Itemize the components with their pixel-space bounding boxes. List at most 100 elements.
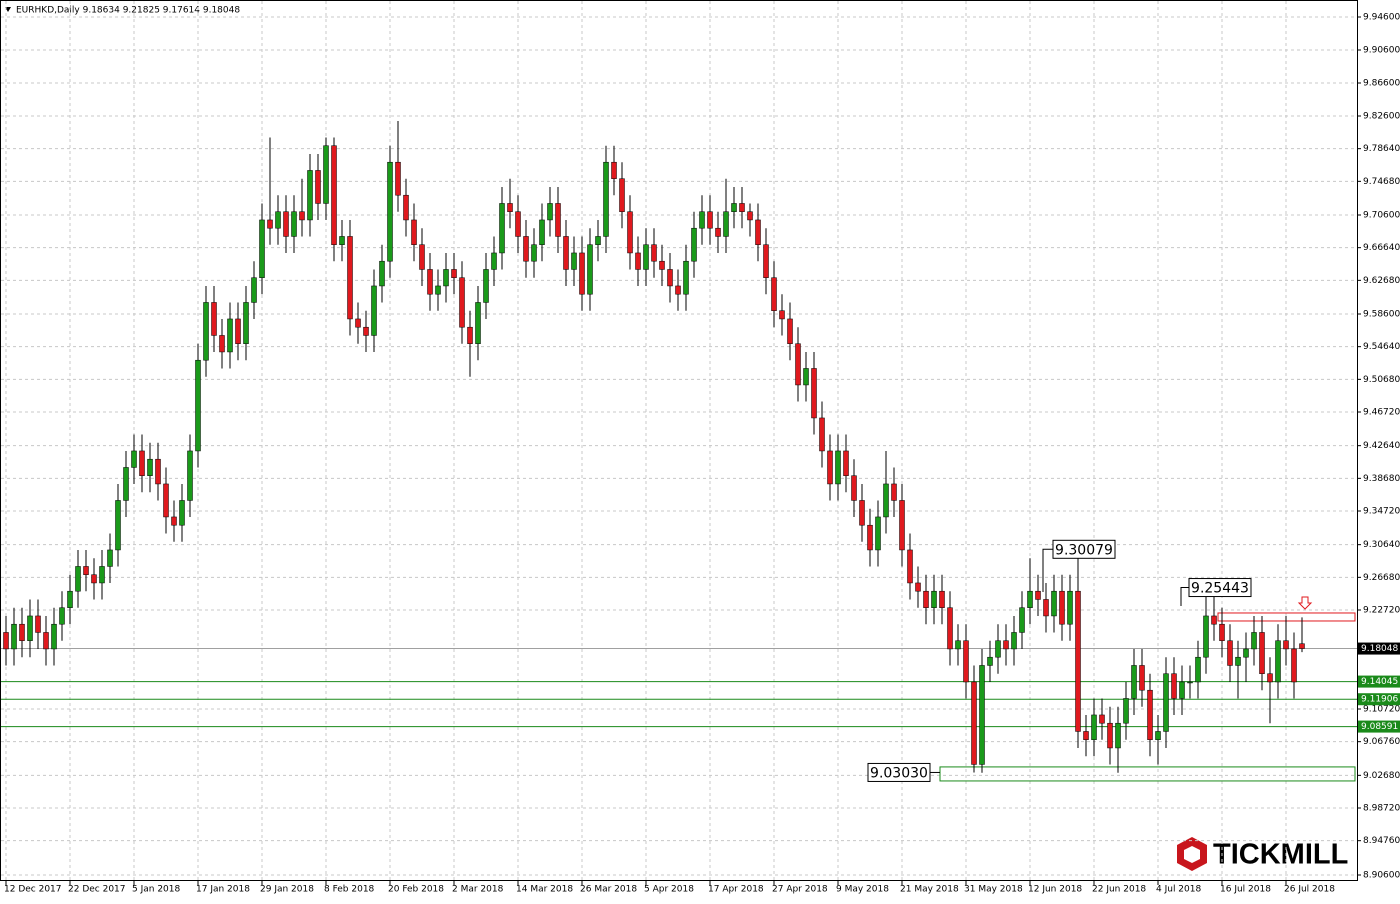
candle-body: [387, 161, 393, 262]
annotation-box: [867, 762, 931, 782]
candle-body: [747, 211, 753, 221]
candle-body: [755, 219, 761, 245]
candle-body: [979, 665, 985, 765]
candle-body: [195, 359, 201, 452]
candle-body: [275, 211, 281, 229]
candle-body: [291, 211, 297, 237]
candle-body: [1011, 632, 1017, 650]
candle-body: [323, 145, 329, 204]
candle-body: [435, 285, 441, 295]
candle-body: [475, 302, 481, 344]
candle-body: [43, 632, 49, 650]
annotation-label: 9.30079: [1055, 542, 1113, 558]
price-tag: [1358, 675, 1400, 688]
candle-body: [955, 640, 961, 650]
candle-body: [851, 475, 857, 501]
candle-body: [803, 368, 809, 386]
candle-body: [899, 500, 905, 551]
candle-body: [331, 145, 337, 245]
candle-body: [243, 302, 249, 344]
price-tag-label: 9.11906: [1361, 695, 1398, 705]
candle-body: [1043, 599, 1049, 617]
y-tick-label: 8.98720: [1363, 804, 1400, 814]
candle-body: [675, 285, 681, 295]
x-tick-label: 26 Mar 2018: [580, 885, 637, 895]
y-tick-label: 9.50680: [1363, 375, 1400, 385]
candle-body: [379, 260, 385, 287]
candle-body: [211, 302, 217, 336]
candle-body: [699, 211, 705, 229]
candle-body: [107, 549, 113, 567]
candle-body: [555, 203, 561, 237]
candle-body: [875, 516, 881, 551]
candle-body: [595, 236, 601, 245]
candle-body: [283, 211, 289, 237]
candle-body: [523, 236, 529, 262]
x-tick-label: 29 Jan 2018: [260, 885, 314, 895]
candle-body: [827, 450, 833, 485]
y-tick-label: 9.46720: [1363, 408, 1400, 418]
candle-body: [395, 161, 401, 196]
candle-body: [635, 252, 641, 270]
candle-body: [67, 590, 73, 608]
candle-body: [339, 236, 345, 245]
candle-body: [771, 277, 777, 311]
candle-body: [963, 640, 969, 683]
candle-body: [691, 227, 697, 262]
x-tick-label: 21 May 2018: [900, 885, 959, 895]
candle-body: [1051, 590, 1057, 617]
candle-body: [147, 458, 153, 476]
candle-body: [267, 219, 273, 229]
x-tick-label: 5 Jan 2018: [132, 885, 180, 895]
candle-body: [795, 343, 801, 386]
candle-body: [811, 368, 817, 419]
y-tick-label: 9.58600: [1363, 310, 1400, 320]
candle-body: [443, 269, 449, 287]
candle-body: [683, 260, 689, 295]
candle-body: [227, 318, 233, 353]
candle-body: [891, 483, 897, 501]
candle-body: [315, 170, 321, 204]
candle-body: [659, 260, 665, 270]
candle-body: [835, 450, 841, 485]
candle-body: [235, 318, 241, 344]
candle-body: [1123, 698, 1129, 724]
candle-body: [843, 450, 849, 476]
candle-body: [483, 269, 489, 303]
candle-body: [915, 582, 921, 592]
candle-body: [907, 549, 913, 584]
logo-icon-inner: [1184, 846, 1200, 863]
logo: TICKMILL: [1177, 837, 1348, 871]
candle-body: [1259, 632, 1265, 674]
candle-body: [1187, 681, 1193, 684]
candle-body: [1131, 665, 1137, 699]
candle-body: [931, 590, 937, 608]
candle-body: [355, 318, 361, 328]
candle-body: [427, 269, 433, 295]
candle-body: [579, 252, 585, 295]
candle-body: [171, 516, 177, 526]
x-tick-label: 14 Mar 2018: [516, 885, 573, 895]
candle-body: [363, 326, 369, 336]
x-tick-label: 17 Jan 2018: [196, 885, 250, 895]
y-tick-label: 9.66640: [1363, 243, 1400, 253]
candle-body: [123, 467, 129, 501]
annotation-label: 9.25443: [1191, 581, 1249, 597]
candle-body: [219, 335, 225, 353]
annotation-label: 9.03030: [870, 765, 928, 781]
candle-body: [1251, 632, 1257, 650]
candle-body: [459, 277, 465, 328]
candle-body: [131, 450, 137, 468]
y-tick-label: 9.90600: [1363, 46, 1400, 56]
candle-body: [947, 607, 953, 650]
candle-body: [203, 302, 209, 361]
annotation-box: [1052, 539, 1116, 559]
y-tick-label: 9.34720: [1363, 507, 1400, 517]
candle-body: [731, 203, 737, 212]
x-tick-label: 31 May 2018: [964, 885, 1023, 895]
x-tick-label: 9 May 2018: [836, 885, 889, 895]
candle-body: [1003, 640, 1009, 650]
candle-body: [739, 203, 745, 212]
candle-body: [371, 285, 377, 336]
candle-body: [507, 203, 513, 212]
